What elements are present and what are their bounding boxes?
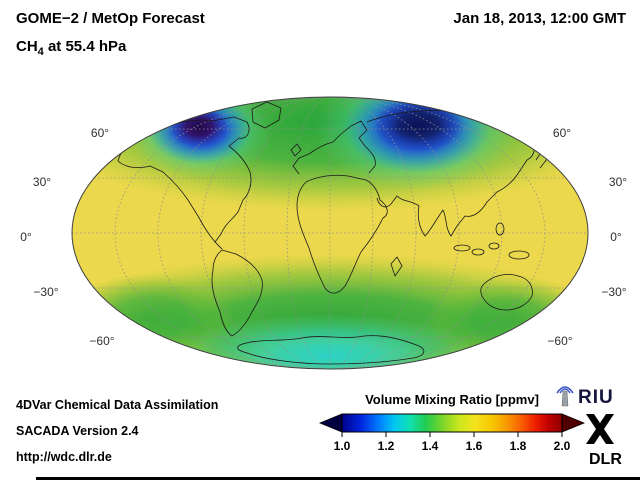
bottom-border	[36, 477, 640, 480]
map-outline	[71, 96, 589, 370]
continent-outline-europe	[292, 120, 376, 175]
colorbar-tick-1.8: 1.8	[510, 439, 527, 453]
riu-logo: RIU	[556, 386, 614, 408]
dlr-logo-text: DLR	[589, 451, 622, 468]
colorbar-left-arrow	[318, 413, 343, 433]
lat-label-left-m60: −60°	[89, 334, 114, 348]
continent-outline-greenland	[251, 101, 282, 129]
island-outline-new-guinea	[508, 250, 530, 260]
footer-assimilation: 4DVar Chemical Data Assimilation	[16, 398, 219, 412]
lat-label-left-0: 0°	[20, 230, 32, 244]
species-symbol: CH	[16, 38, 38, 55]
riu-signal-arc-outer	[556, 386, 574, 394]
lat-label-left-30: 30°	[33, 175, 51, 189]
continent-outline-australia	[480, 274, 533, 311]
riu-tower-icon	[561, 390, 569, 407]
footer-url: http://wdc.dlr.de	[16, 450, 112, 464]
colorbar-tick-1.0: 1.0	[334, 439, 351, 453]
pressure-level: at 55.4 hPa	[43, 38, 127, 55]
colorbar-title: Volume Mixing Ratio [ppmv]	[365, 392, 539, 407]
latitude-labels: 60° 30° 0° −30° −60° 60° 30° 0° −30° −60…	[20, 126, 627, 348]
graticule	[72, 97, 588, 369]
island-outline-indonesia-3	[488, 242, 500, 250]
colorbar-tick-2.0: 2.0	[554, 439, 571, 453]
island-outline-madagascar	[390, 256, 403, 277]
coastlines	[117, 101, 548, 365]
colorbar-tick-1.6: 1.6	[466, 439, 483, 453]
continent-outline-antarctica	[237, 335, 425, 365]
continent-outline-south-america	[211, 249, 263, 337]
dlr-logo: DLR	[586, 414, 622, 468]
species-level-title: CH4 at 55.4 hPa	[16, 38, 126, 58]
world-map: 60° 30° 0° −30° −60° 60° 30° 0° −30° −60…	[20, 96, 627, 370]
colorbar-tick-1.2: 1.2	[378, 439, 395, 453]
colorbar-gradient	[341, 413, 563, 433]
island-outline-philippines	[495, 222, 505, 236]
dlr-emblem-stroke-2	[586, 414, 614, 444]
island-outline-britain	[290, 143, 302, 157]
colorbar-tick-1.4: 1.4	[422, 439, 439, 453]
lat-label-right-30: 30°	[609, 175, 627, 189]
colorbar-ticks	[341, 432, 563, 437]
continent-outline-africa	[296, 174, 388, 294]
species-subscript: 4	[37, 46, 44, 58]
page-title: GOME−2 / MetOp Forecast	[16, 10, 205, 27]
island-outline-indonesia-2	[471, 248, 485, 256]
forecast-datetime: Jan 18, 2013, 12:00 GMT	[453, 10, 626, 27]
riu-signal-arc-inner	[559, 388, 571, 394]
lat-label-left-60: 60°	[91, 126, 109, 140]
lat-label-right-m30: −30°	[601, 285, 626, 299]
lat-label-right-60: 60°	[553, 126, 571, 140]
lat-label-left-m30: −30°	[33, 285, 58, 299]
footer-version: SACADA Version 2.4	[16, 424, 139, 438]
riu-logo-text: RIU	[578, 387, 614, 408]
island-outline-indonesia-1	[453, 244, 471, 252]
colorbar: Volume Mixing Ratio [ppmv] 1.0 1.2 1.4 1…	[318, 392, 586, 453]
continent-outline-north-america	[117, 116, 252, 250]
lat-label-right-m60: −60°	[547, 334, 572, 348]
lat-label-right-0: 0°	[610, 230, 622, 244]
